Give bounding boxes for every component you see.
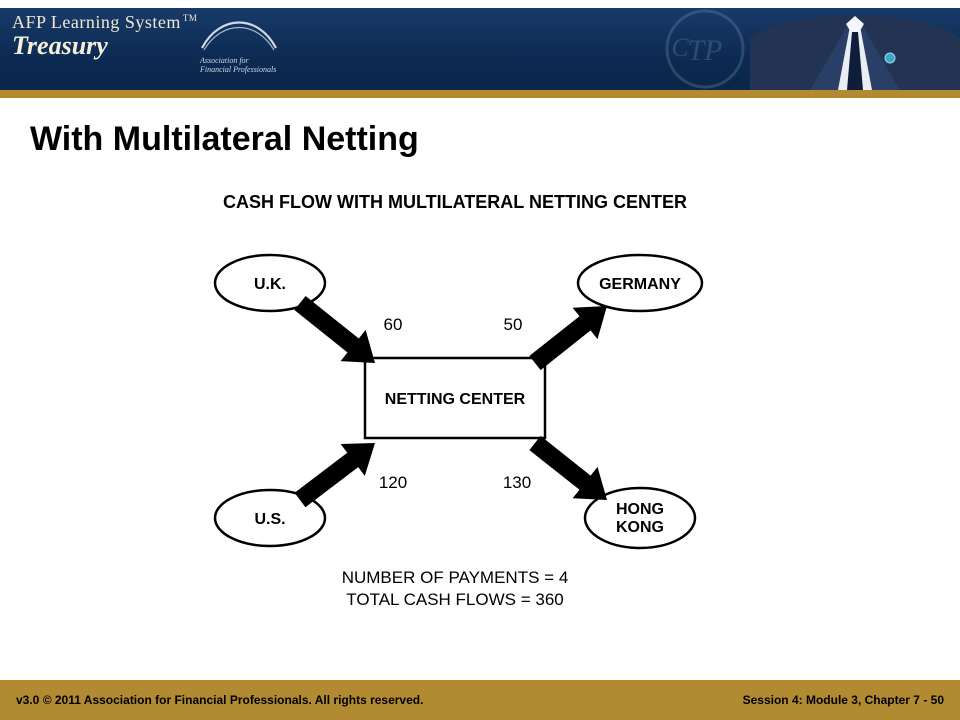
footer: v3.0 © 2011 Association for Financial Pr… (0, 680, 960, 720)
center-node: NETTING CENTER (365, 358, 545, 438)
node-hk-label-2: KONG (616, 519, 664, 536)
arrow-0 (294, 296, 375, 363)
slide: AFP Learning SystemTM Treasury Associati… (0, 0, 960, 720)
edge-de-value: 50 (504, 315, 523, 334)
center-node-label: NETTING CENTER (385, 391, 526, 408)
afp-logo-swoosh-icon (200, 18, 278, 52)
svg-text:TP: TP (687, 34, 722, 67)
arrow-2 (295, 443, 375, 507)
slide-title: With Multilateral Netting (30, 120, 419, 159)
node-hk-label-1: HONG (616, 501, 664, 518)
summary-line2-label: TOTAL CASH FLOWS = (346, 590, 535, 609)
program-line2: Treasury (12, 31, 197, 61)
node-de-label: GERMANY (599, 276, 681, 293)
program-title-block: AFP Learning SystemTM Treasury (12, 12, 197, 61)
afp-logo: Association for Financial Professionals (200, 14, 320, 84)
edge-hk-value: 130 (503, 473, 531, 492)
arrow-3 (529, 436, 607, 500)
summary-line2-value: 360 (535, 590, 563, 609)
svg-text:C: C (671, 33, 689, 62)
node-us-label: U.S. (254, 511, 285, 528)
diagram-title: CASH FLOW WITH MULTILATERAL NETTING CENT… (223, 192, 687, 212)
header-banner: AFP Learning SystemTM Treasury Associati… (0, 0, 960, 98)
footer-right: Session 4: Module 3, Chapter 7 - 50 (743, 693, 944, 707)
edge-us-value: 120 (379, 473, 407, 492)
summary-line2: TOTAL CASH FLOWS = 360 (346, 590, 563, 609)
ctp-watermark-icon: TP C (650, 8, 760, 90)
program-line1: AFP Learning SystemTM (12, 12, 197, 33)
header-top-strip (0, 0, 960, 8)
arrow-1 (529, 306, 607, 370)
edge-uk-value: 60 (384, 315, 403, 334)
program-line1-text: AFP Learning System (12, 12, 181, 32)
association-label: Association for Financial Professionals (200, 56, 330, 74)
footer-left: v3.0 © 2011 Association for Financial Pr… (16, 693, 423, 707)
node-de: GERMANY (578, 255, 702, 311)
summary-line1: NUMBER OF PAYMENTS = 4 (342, 568, 569, 587)
summary-line1-value: 4 (559, 568, 568, 587)
suit-photo-icon (750, 8, 960, 90)
trademark: TM (183, 13, 198, 23)
header-bottom-strip (0, 90, 960, 98)
summary-line1-label: NUMBER OF PAYMENTS = (342, 568, 559, 587)
netting-diagram: CASH FLOW WITH MULTILATERAL NETTING CENT… (175, 188, 735, 638)
node-uk-label: U.K. (254, 276, 286, 293)
